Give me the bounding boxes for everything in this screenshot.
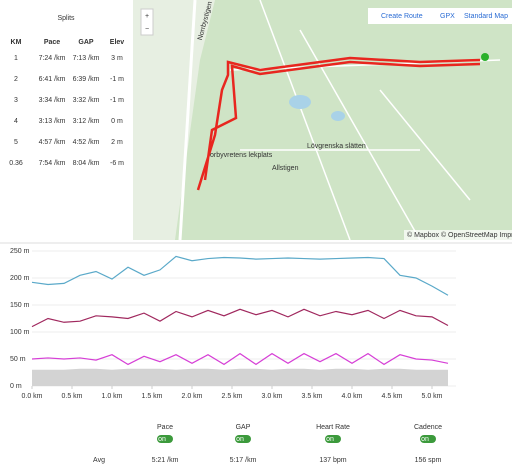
area [32, 368, 448, 386]
stat-name: Pace [157, 424, 173, 431]
x-tick-label: 0.0 km [21, 393, 42, 400]
column-header: GAP [78, 39, 94, 46]
x-tick-label: 5.0 km [421, 393, 442, 400]
map-label: Allstigen [272, 165, 299, 172]
series-line [31, 352, 449, 366]
stat-avg: 137 bpm [319, 457, 346, 464]
stat-avg: 5:17 /km [230, 457, 257, 464]
x-tick-label: 3.5 km [301, 393, 322, 400]
split-cell: 1 [14, 55, 18, 62]
x-tick-label: 1.0 km [101, 393, 122, 400]
map-label: Lövgrenska slätten [307, 143, 366, 150]
toggle-label: on [158, 436, 166, 443]
toggle[interactable] [420, 435, 436, 443]
y-tick-label: 250 m [10, 248, 30, 255]
x-tick-label: 2.0 km [181, 393, 202, 400]
x-tick-label: 1.5 km [141, 393, 162, 400]
toggle-label: on [326, 436, 334, 443]
split-cell: -6 m [110, 160, 124, 167]
map-toolbar [368, 8, 512, 24]
toggle-label: on [421, 436, 429, 443]
x-tick-label: 3.0 km [261, 393, 282, 400]
split-cell: 2 [14, 76, 18, 83]
stat-name: GAP [236, 424, 251, 431]
attribution-bg [404, 230, 512, 240]
map-area [133, 0, 215, 240]
stats: Avg Pace on 5:21 /km GAP on 5:17 /km Heart Rate… [93, 424, 442, 464]
column-header: Pace [44, 39, 60, 46]
y-tick-label: 0 m [10, 383, 22, 390]
start-marker [481, 53, 489, 61]
pond [289, 95, 311, 109]
split-cell: 0 m [111, 118, 123, 125]
split-cell: 7:13 /km [73, 55, 100, 62]
chart: 0 m 50 m 100 m 150 m 200 m 250 m 0.0 km 0.5 km 1… [10, 248, 456, 400]
attribution[interactable]: © Mapbox © OpenStreetMap Improv [407, 231, 512, 239]
split-cell: 4 [14, 118, 18, 125]
stat-name: Cadence [414, 424, 442, 431]
split-cell: 8:04 /km [73, 160, 100, 167]
road [229, 0, 501, 241]
series-line [31, 308, 449, 328]
x-tick-label: 0.5 km [61, 393, 82, 400]
create-route-button[interactable]: Create Route [381, 13, 423, 20]
split-cell: -1 m [110, 97, 124, 104]
split-cell: -1 m [110, 76, 124, 83]
column-header: Elev [110, 39, 125, 46]
gpx-button[interactable]: GPX [440, 13, 455, 20]
split-cell: 3:34 /km [39, 97, 66, 104]
stat-name: Heart Rate [316, 424, 350, 431]
pond [331, 111, 345, 121]
split-cell: 7:24 /km [39, 55, 66, 62]
split-cell: 7:54 /km [39, 160, 66, 167]
x-tick-label: 4.5 km [381, 393, 402, 400]
split-cell: 5 [14, 139, 18, 146]
toggle-label: on [236, 436, 244, 443]
road [178, 0, 197, 241]
stat-avg: 5:21 /km [152, 457, 179, 464]
zoom-in[interactable]: + [145, 13, 149, 20]
y-tick-label: 150 m [10, 302, 30, 309]
map: + − Create Route GPX Standard Map Lövgre… [133, 0, 512, 241]
x-tick-label: 2.5 km [221, 393, 242, 400]
split-cell: 4:57 /km [39, 139, 66, 146]
split-cell: 0.36 [9, 160, 23, 167]
zoom-out[interactable]: − [145, 26, 149, 33]
zoom-control [140, 8, 154, 36]
split-cell: 3:32 /km [73, 97, 100, 104]
split-cell: 2 m [111, 139, 123, 146]
toggle[interactable] [157, 435, 173, 443]
series-line [31, 255, 449, 296]
toggle[interactable] [325, 435, 341, 443]
split-cell: 3 m [111, 55, 123, 62]
split-cell: 6:41 /km [39, 76, 66, 83]
y-tick-label: 200 m [10, 275, 30, 282]
split-cell: 6:39 /km [73, 76, 100, 83]
toggle[interactable] [235, 435, 251, 443]
splits-title: Splits [57, 15, 75, 22]
split-cell: 3:13 /km [39, 118, 66, 125]
split-cell: 3:12 /km [73, 118, 100, 125]
y-tick-label: 50 m [10, 356, 26, 363]
map-style-button[interactable]: Standard Map [464, 13, 508, 20]
stat-avg: 156 spm [415, 457, 442, 464]
map-label: orbyvretens lekplats [210, 152, 273, 159]
column-header: KM [11, 39, 22, 46]
y-tick-label: 100 m [10, 329, 30, 336]
route [196, 56, 481, 191]
split-cell: 3 [14, 97, 18, 104]
split-cell: 4:52 /km [73, 139, 100, 146]
row-label: Avg [93, 457, 105, 464]
splits-table: KM Pace GAP Elev 1 7:24 /km 7:13 /km 3 m 2 6:41 /… [9, 39, 124, 167]
x-tick-label: 4.0 km [341, 393, 362, 400]
